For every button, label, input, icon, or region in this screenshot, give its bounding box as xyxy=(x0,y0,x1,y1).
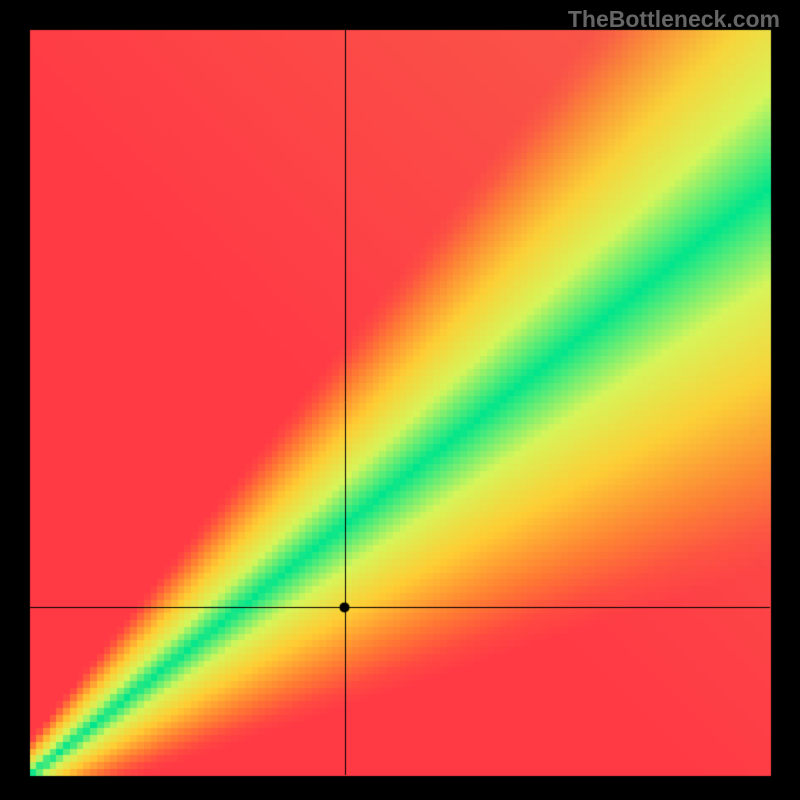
heatmap-canvas xyxy=(0,0,800,800)
watermark-label: TheBottleneck.com xyxy=(568,6,780,33)
chart-container: TheBottleneck.com xyxy=(0,0,800,800)
